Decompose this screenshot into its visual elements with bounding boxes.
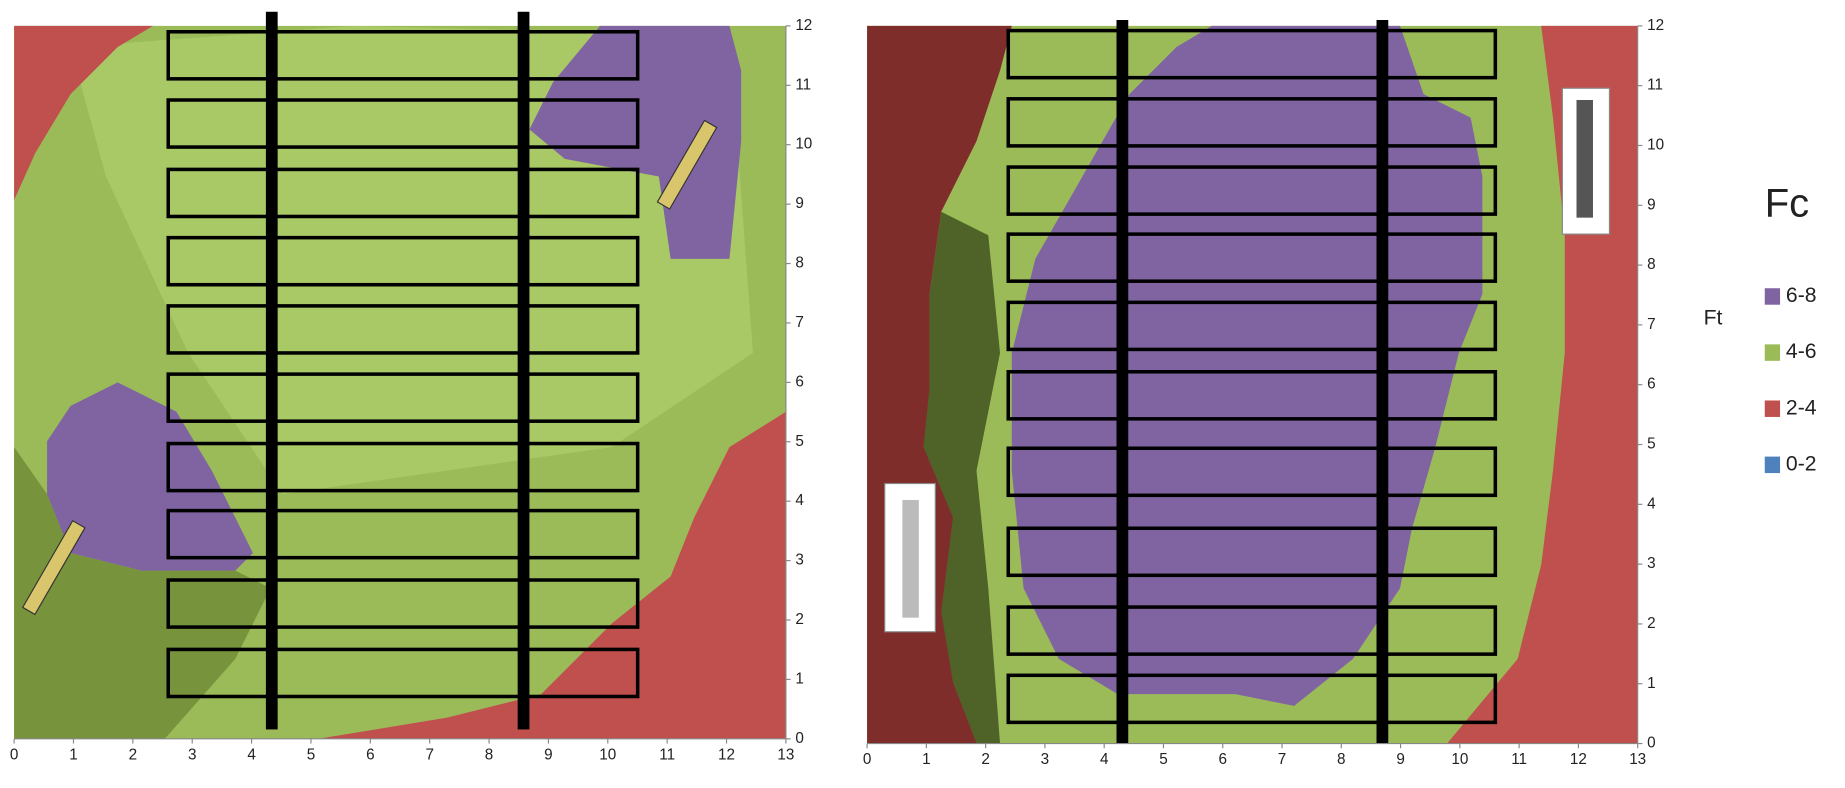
- contour-1: [14, 12, 786, 739]
- x-tick-label: 4: [1100, 751, 1109, 768]
- x-tick-label: 13: [1629, 751, 1646, 768]
- x-tick-label: 3: [1041, 751, 1050, 768]
- y-tick-label: 8: [1647, 256, 1656, 273]
- x-tick-label: 5: [307, 746, 316, 763]
- legend-title: Fc: [1765, 181, 1809, 225]
- y-tick-label: 5: [1647, 436, 1656, 453]
- legend-swatch: [1765, 344, 1780, 360]
- x-tick-label: 10: [1451, 751, 1468, 768]
- x-tick-label: 3: [188, 746, 197, 763]
- y-tick-label: 2: [795, 611, 804, 628]
- x-tick-label: 6: [1218, 751, 1227, 768]
- x-tick-label: 11: [1511, 751, 1527, 768]
- x-tick-label: 2: [981, 751, 990, 768]
- x-tick-label: 13: [777, 746, 794, 763]
- legend-swatch: [1765, 288, 1780, 304]
- x-tick-label: 10: [599, 746, 616, 763]
- y-tick-label: 4: [1647, 495, 1656, 512]
- legend-label: 2-4: [1786, 396, 1817, 419]
- y-tick-label: 12: [795, 17, 812, 34]
- y-tick-label: 6: [1647, 376, 1656, 393]
- x-tick-label: 0: [863, 751, 872, 768]
- y-tick-label: 4: [795, 492, 804, 509]
- x-tick-label: 1: [922, 751, 931, 768]
- y-tick-label: 9: [795, 195, 804, 212]
- y-tick-label: 11: [795, 76, 811, 93]
- x-tick-label: 9: [544, 746, 553, 763]
- x-tick-label: 8: [485, 746, 494, 763]
- y-tick-label: 6: [795, 373, 804, 390]
- y-tick-label: 10: [795, 136, 812, 153]
- legend-label: 0-2: [1786, 452, 1817, 475]
- legend-label: 6-8: [1786, 284, 1817, 307]
- y-tick-label: 9: [1647, 196, 1656, 213]
- x-tick-label: 5: [1159, 751, 1168, 768]
- x-tick-label: 9: [1396, 751, 1405, 768]
- y-tick-label: 11: [1647, 77, 1663, 94]
- x-tick-label: 2: [129, 746, 138, 763]
- legend-swatch: [1765, 457, 1780, 473]
- y-tick-label: 2: [1647, 615, 1656, 632]
- x-tick-label: 7: [425, 746, 434, 763]
- y-tick-label: 7: [1647, 316, 1656, 333]
- x-tick-label: 4: [247, 746, 256, 763]
- x-tick-label: 0: [10, 746, 19, 763]
- y-tick-label: 5: [795, 433, 804, 450]
- y-tick-label: 7: [795, 314, 804, 331]
- y-tick-label: 8: [795, 255, 804, 272]
- contour-2: [867, 20, 1638, 744]
- x-tick-label: 7: [1278, 751, 1287, 768]
- y-tick-label: 12: [1647, 17, 1664, 34]
- y-tick-label: 0: [795, 730, 804, 747]
- x-tick-label: 12: [718, 746, 735, 763]
- legend-label: 4-6: [1786, 340, 1817, 363]
- y-tick-label: 1: [795, 670, 804, 687]
- y-tick-label: 3: [1647, 555, 1656, 572]
- x-tick-label: 8: [1337, 751, 1346, 768]
- x-tick-label: 11: [659, 746, 675, 763]
- x-tick-label: 12: [1570, 751, 1587, 768]
- legend-swatch: [1765, 400, 1780, 416]
- y-tick-label: 1: [1647, 675, 1656, 692]
- y-tick-label: 3: [795, 552, 804, 569]
- x-tick-label: 1: [69, 746, 78, 763]
- y-axis-label: Ft: [1704, 306, 1723, 329]
- y-tick-label: 10: [1647, 137, 1664, 154]
- chart: Ft Fc 0123456789101112130123456789101112…: [0, 0, 1845, 783]
- y-tick-label: 0: [1647, 735, 1656, 752]
- x-tick-label: 6: [366, 746, 375, 763]
